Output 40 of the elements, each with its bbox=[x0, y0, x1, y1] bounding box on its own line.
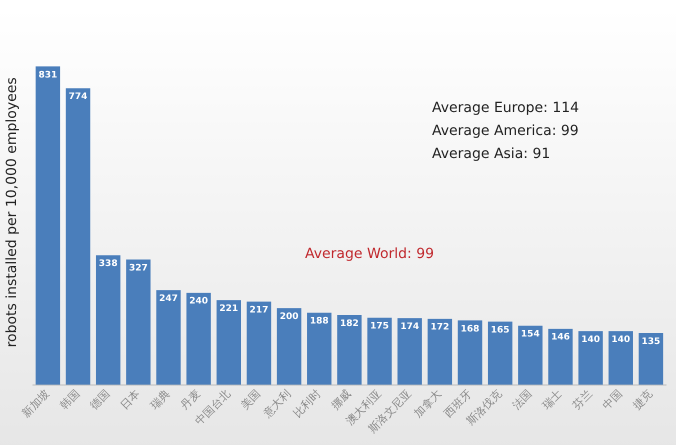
x-tick-label: 比利时 bbox=[290, 387, 324, 420]
x-tick-label: 瑞典 bbox=[148, 387, 173, 412]
x-tick-label: 芬兰 bbox=[570, 387, 595, 412]
x-tick-label: 法国 bbox=[510, 387, 534, 412]
data-label: 140 bbox=[581, 334, 600, 345]
data-label: 221 bbox=[219, 304, 238, 314]
x-tick-label: 挪威 bbox=[328, 387, 354, 412]
data-label: 182 bbox=[340, 318, 359, 329]
data-label: 135 bbox=[642, 336, 660, 347]
data-label: 172 bbox=[430, 322, 450, 333]
data-label: 188 bbox=[310, 316, 329, 327]
annotation: Average Asia: 91 bbox=[432, 146, 550, 162]
data-label: 240 bbox=[189, 296, 208, 307]
x-tick-label: 丹麦 bbox=[178, 387, 203, 412]
data-label: 174 bbox=[400, 322, 420, 332]
data-label: 774 bbox=[68, 92, 88, 102]
annotation: Average World: 99 bbox=[305, 246, 434, 262]
x-tick-label: 瑞士 bbox=[540, 387, 565, 412]
x-tick-label: 捷克 bbox=[630, 387, 656, 412]
x-tick-label: 加拿大 bbox=[411, 387, 444, 420]
data-label: 831 bbox=[38, 70, 58, 80]
x-tick-label: 中国 bbox=[600, 387, 625, 412]
data-label: 338 bbox=[98, 259, 118, 270]
data-label: 165 bbox=[490, 325, 510, 336]
data-label: 175 bbox=[370, 322, 389, 332]
data-label: 168 bbox=[460, 324, 480, 334]
x-tick-label: 韩国 bbox=[57, 387, 82, 412]
data-label: 200 bbox=[280, 312, 298, 322]
y-axis-title: robots installed per 10,000 employees bbox=[4, 77, 20, 348]
data-label: 154 bbox=[520, 330, 540, 340]
data-label: 247 bbox=[159, 294, 178, 304]
data-label: 217 bbox=[250, 305, 268, 316]
x-tick-label: 新加坡 bbox=[19, 387, 52, 420]
x-tick-label: 德国 bbox=[88, 387, 112, 412]
data-label: 327 bbox=[128, 263, 148, 274]
annotation: Average Europe: 114 bbox=[432, 100, 580, 116]
annotation: Average America: 99 bbox=[432, 123, 579, 139]
data-label: 140 bbox=[611, 334, 630, 345]
x-tick-label: 日本 bbox=[118, 387, 142, 412]
data-label: 146 bbox=[551, 332, 570, 343]
